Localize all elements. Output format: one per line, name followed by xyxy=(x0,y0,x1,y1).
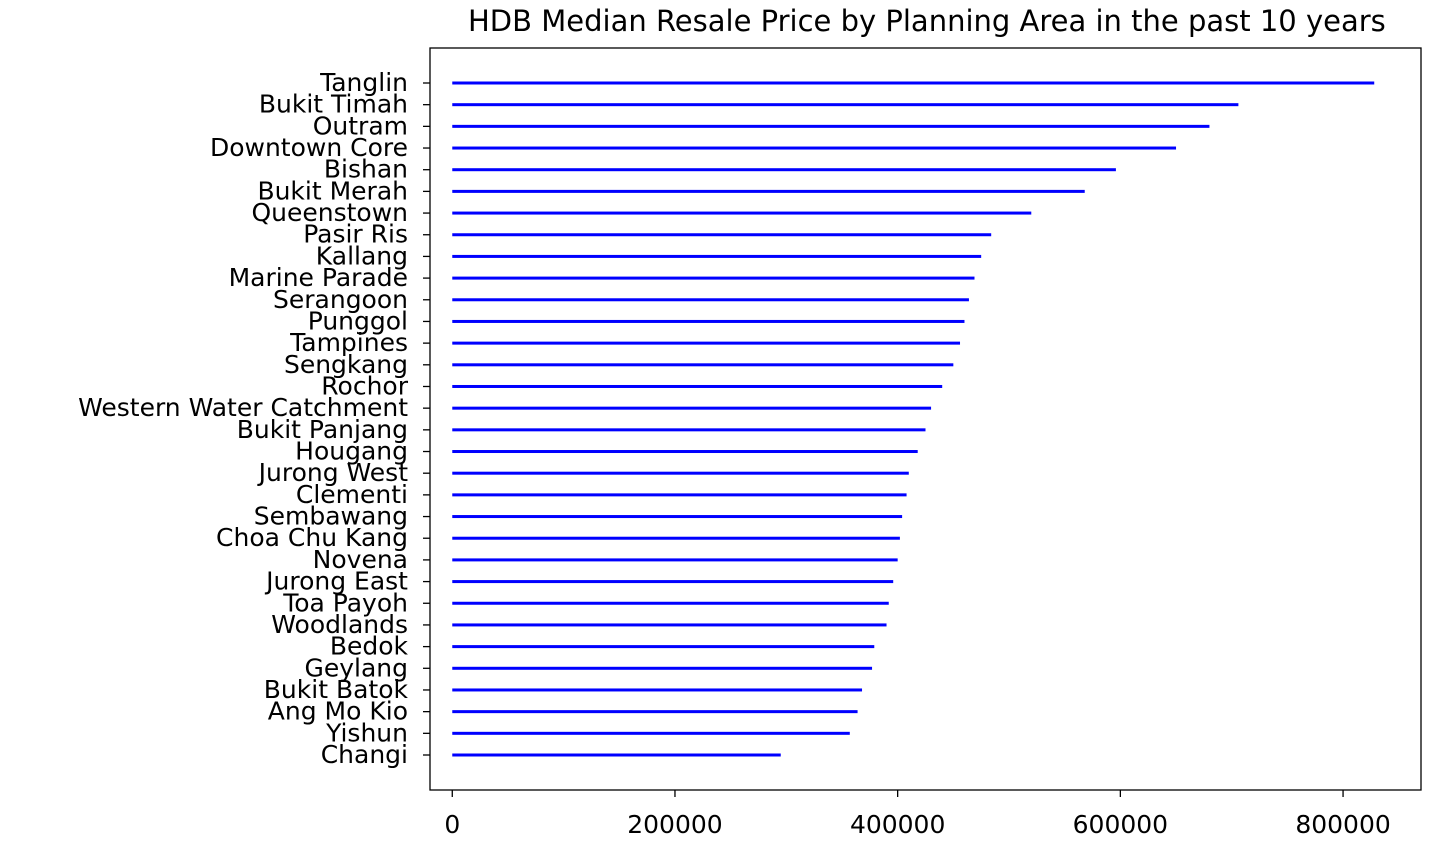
y-tick-label: Toa Payoh xyxy=(282,588,408,617)
bar-sengkang xyxy=(452,363,954,367)
bar-bukit-panjang xyxy=(452,428,926,432)
bar-tanglin xyxy=(452,81,1375,85)
y-tick-label: Jurong West xyxy=(257,458,409,487)
y-tick-label: Bukit Batok xyxy=(264,675,409,704)
x-tick-label: 600000 xyxy=(1073,810,1168,839)
bar-sembawang xyxy=(452,515,903,519)
y-tick-label: Rochor xyxy=(321,371,408,400)
bar-woodlands xyxy=(452,623,887,627)
bar-yishun xyxy=(452,731,850,735)
y-tick-label: Outram xyxy=(313,111,408,140)
bar-novena xyxy=(452,558,898,562)
y-tick-label: Bishan xyxy=(324,155,408,184)
bar-clementi xyxy=(452,493,907,497)
y-tick-label: Geylang xyxy=(304,653,408,682)
y-tick-label: Jurong East xyxy=(264,567,408,596)
bar-jurong-west xyxy=(452,471,909,475)
bar-punggol xyxy=(452,319,965,323)
y-tick-label: Tampines xyxy=(289,328,408,357)
y-tick-label: Hougang xyxy=(295,437,408,466)
bar-tampines xyxy=(452,341,961,345)
bar-western-water-catchment xyxy=(452,406,932,410)
y-tick-label: Bukit Panjang xyxy=(237,415,408,444)
bar-outram xyxy=(452,124,1210,128)
bar-rochor xyxy=(452,384,943,388)
x-tick-label: 0 xyxy=(444,810,460,839)
y-tick-label: Clementi xyxy=(296,480,408,509)
bar-hougang xyxy=(452,450,918,454)
y-tick-label: Downtown Core xyxy=(210,133,408,162)
bar-choa-chu-kang xyxy=(452,536,900,540)
y-tick-label: Tanglin xyxy=(319,68,408,97)
bar-bukit-timah xyxy=(452,103,1239,107)
y-tick-label: Changi xyxy=(321,740,408,769)
x-tick-label: 400000 xyxy=(850,810,945,839)
bar-bukit-merah xyxy=(452,189,1085,193)
y-tick-label: Woodlands xyxy=(271,610,408,639)
y-tick-label: Sengkang xyxy=(284,350,408,379)
bar-kallang xyxy=(452,254,982,258)
bar-toa-payoh xyxy=(452,601,889,605)
bar-pasir-ris xyxy=(452,233,992,237)
bar-geylang xyxy=(452,666,873,670)
plot-frame xyxy=(429,47,1422,791)
y-tick-label: Queenstown xyxy=(251,198,408,227)
y-tick-label: Punggol xyxy=(308,306,408,335)
x-axis-ticks: 0 200000 400000 600000 800000 xyxy=(444,790,1391,839)
bar-bishan xyxy=(452,168,1116,172)
y-tick-label: Bukit Timah xyxy=(259,90,408,119)
y-tick-label: Kallang xyxy=(316,241,408,270)
y-tick-label: Western Water Catchment xyxy=(78,393,408,422)
bar-ang-mo-kio xyxy=(452,710,858,714)
bar-changi xyxy=(452,753,781,757)
y-tick-label: Novena xyxy=(313,545,408,574)
y-tick-label: Sembawang xyxy=(254,502,408,531)
chart-title: HDB Median Resale Price by Planning Area… xyxy=(468,4,1386,38)
y-tick-label: Yishun xyxy=(325,718,408,747)
bar-bedok xyxy=(452,645,875,649)
bar-jurong-east xyxy=(452,580,894,584)
y-tick-label: Serangoon xyxy=(273,285,408,314)
y-tick-label: Choa Chu Kang xyxy=(216,523,408,552)
y-tick-label: Bedok xyxy=(330,632,409,661)
y-tick-label: Marine Parade xyxy=(229,263,408,292)
bars-group xyxy=(452,81,1375,757)
bar-bukit-batok xyxy=(452,688,863,692)
y-tick-label: Pasir Ris xyxy=(303,220,408,249)
bar-marine-parade xyxy=(452,276,975,280)
y-tick-label: Bukit Merah xyxy=(257,176,408,205)
x-tick-label: 800000 xyxy=(1295,810,1390,839)
bar-queenstown xyxy=(452,211,1032,215)
y-tick-label: Ang Mo Kio xyxy=(268,697,408,726)
bar-downtown-core xyxy=(452,146,1177,150)
bar-serangoon xyxy=(452,298,969,302)
x-tick-label: 200000 xyxy=(627,810,722,839)
